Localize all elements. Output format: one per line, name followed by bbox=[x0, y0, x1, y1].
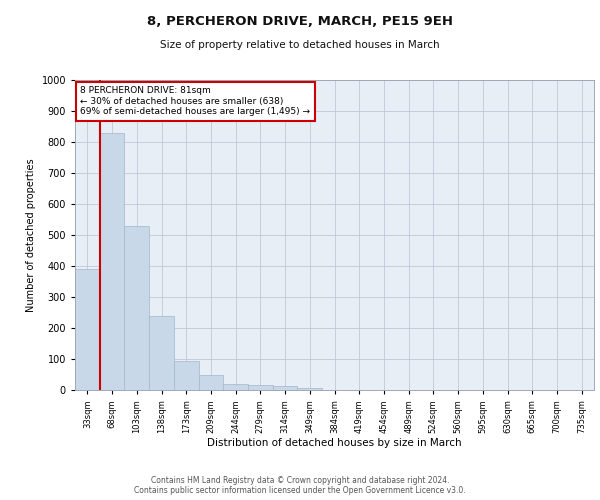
Bar bbox=[223, 384, 248, 390]
Bar bbox=[124, 226, 149, 390]
Bar bbox=[100, 132, 124, 390]
Bar bbox=[248, 386, 273, 390]
Text: 8 PERCHERON DRIVE: 81sqm
← 30% of detached houses are smaller (638)
69% of semi-: 8 PERCHERON DRIVE: 81sqm ← 30% of detach… bbox=[80, 86, 310, 116]
Text: Contains HM Land Registry data © Crown copyright and database right 2024.
Contai: Contains HM Land Registry data © Crown c… bbox=[134, 476, 466, 495]
Y-axis label: Number of detached properties: Number of detached properties bbox=[26, 158, 36, 312]
Text: Size of property relative to detached houses in March: Size of property relative to detached ho… bbox=[160, 40, 440, 50]
Bar bbox=[298, 388, 322, 390]
X-axis label: Distribution of detached houses by size in March: Distribution of detached houses by size … bbox=[207, 438, 462, 448]
Bar bbox=[273, 386, 298, 390]
Bar bbox=[174, 361, 199, 390]
Bar bbox=[149, 316, 174, 390]
Text: 8, PERCHERON DRIVE, MARCH, PE15 9EH: 8, PERCHERON DRIVE, MARCH, PE15 9EH bbox=[147, 15, 453, 28]
Bar bbox=[75, 269, 100, 390]
Bar bbox=[199, 374, 223, 390]
